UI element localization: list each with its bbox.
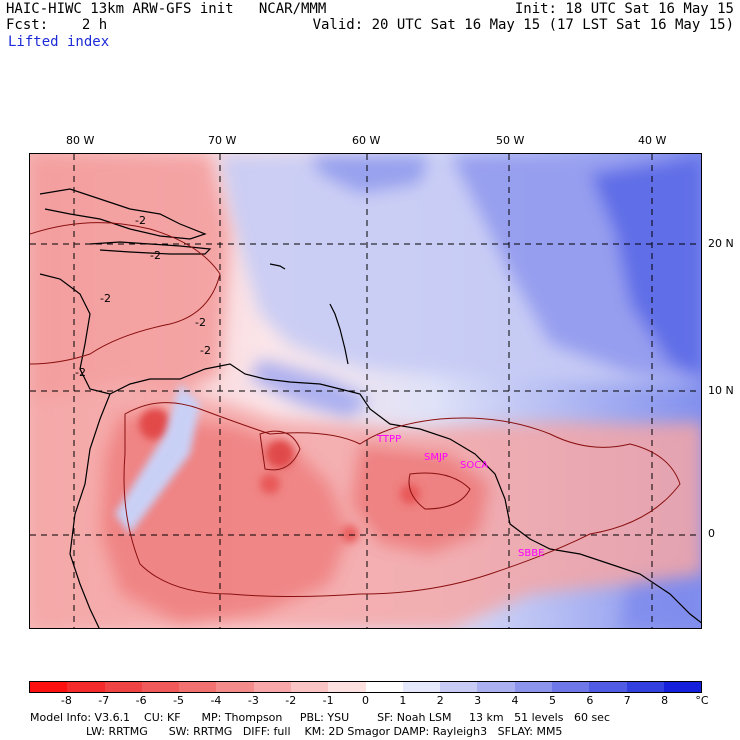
contour-label: -2 <box>135 214 146 227</box>
coastline <box>39 188 701 628</box>
lon-label-70w: 70 W <box>208 134 237 147</box>
colorbar-cell <box>67 682 105 692</box>
colorbar-cell <box>402 682 441 692</box>
colorbar-tick-label: -4 <box>210 694 222 707</box>
colorbar-tick-label: 3 <box>474 694 482 707</box>
colorbar-unit: °C <box>695 694 709 707</box>
colorbar-tick-label: 6 <box>586 694 594 707</box>
colorbar-tick-label: 5 <box>548 694 556 707</box>
colorbar-cell <box>589 682 627 692</box>
station-label-sbbe: SBBE <box>518 548 544 559</box>
contour-label-group: -2 -2 -2 -2 -2 -2 <box>75 214 211 379</box>
colorbar-tick-label: 2 <box>436 694 444 707</box>
colorbar-cell <box>365 682 403 692</box>
contour-label: -2 <box>200 344 211 357</box>
colorbar-cell <box>30 682 68 692</box>
stable-region <box>220 154 701 628</box>
colorbar-cell <box>179 682 217 692</box>
lat-label-0: 0 <box>708 527 715 540</box>
contour-label: -2 <box>195 316 206 329</box>
model-title: HAIC-HIWC 13km ARW-GFS init NCAR/MMM <box>6 1 327 17</box>
lon-label-60w: 60 W <box>352 134 381 147</box>
colorbar-tick-label: 0 <box>362 694 369 707</box>
field-name: Lifted index <box>8 34 110 50</box>
station-label-smjp: SMJP <box>424 452 448 463</box>
colorbar-tick-label: -8 <box>60 694 72 707</box>
colorbar-cell <box>104 682 142 692</box>
colorbar-tick-label: -6 <box>135 694 147 707</box>
lon-label-80w: 80 W <box>66 134 95 147</box>
model-info-line2: LW: RRTMG SW: RRTMG DIFF: full KM: 2D Sm… <box>30 725 563 738</box>
lifted-index-map: -2 -2 -2 -2 -2 -2 TTPP SMJP SOCA SBBE <box>30 154 701 628</box>
colorbar <box>29 681 702 693</box>
contour-label: -2 <box>100 292 111 305</box>
colorbar-tick-label: -2 <box>285 694 297 707</box>
lon-label-50w: 50 W <box>496 134 525 147</box>
instability-contours <box>30 222 681 597</box>
colorbar-cell <box>440 682 478 692</box>
colorbar-tick-label: 4 <box>511 694 519 707</box>
colorbar-tick-label: 1 <box>399 694 407 707</box>
colorbar-cell <box>216 682 254 692</box>
colorbar-tick-label: -7 <box>98 694 110 707</box>
colorbar-tick-label: 7 <box>623 694 631 707</box>
andes-strip <box>115 384 200 534</box>
colorbar-cell <box>551 682 590 692</box>
colorbar-tick-label: -5 <box>173 694 185 707</box>
station-label-group: TTPP SMJP SOCA SBBE <box>376 434 544 559</box>
colorbar-cell <box>253 682 291 692</box>
contour-label: -2 <box>150 249 161 262</box>
colorbar-cell <box>141 682 180 692</box>
colorbar-cell <box>626 682 664 692</box>
init-time: Init: 18 UTC Sat 16 May 15 <box>514 1 734 17</box>
contour-label: -2 <box>75 366 86 379</box>
colorbar-tick-label: 8 <box>661 694 669 707</box>
map-panel[interactable]: -2 -2 -2 -2 -2 -2 TTPP SMJP SOCA SBBE <box>29 153 702 629</box>
valid-time: Valid: 20 UTC Sat 16 May 15 (17 LST Sat … <box>312 17 734 33</box>
colorbar-cell <box>477 682 515 692</box>
station-label-soca: SOCA <box>460 460 488 471</box>
colorbar-cell <box>663 682 702 692</box>
model-info-line1: Model Info: V3.6.1 CU: KF MP: Thompson P… <box>30 711 610 724</box>
unstable-region <box>30 154 701 628</box>
forecast-hour: Fcst: 2 h <box>6 17 108 33</box>
colorbar-tick-label: -1 <box>322 694 334 707</box>
colorbar-cell <box>514 682 552 692</box>
colorbar-cell <box>328 682 366 692</box>
lat-label-20n: 20 N <box>708 237 734 250</box>
lat-label-10n: 10 N <box>708 384 734 397</box>
station-label-ttpp: TTPP <box>376 434 401 445</box>
colorbar-tick-label: -3 <box>247 694 259 707</box>
colorbar-cell <box>290 682 329 692</box>
lon-label-40w: 40 W <box>638 134 667 147</box>
